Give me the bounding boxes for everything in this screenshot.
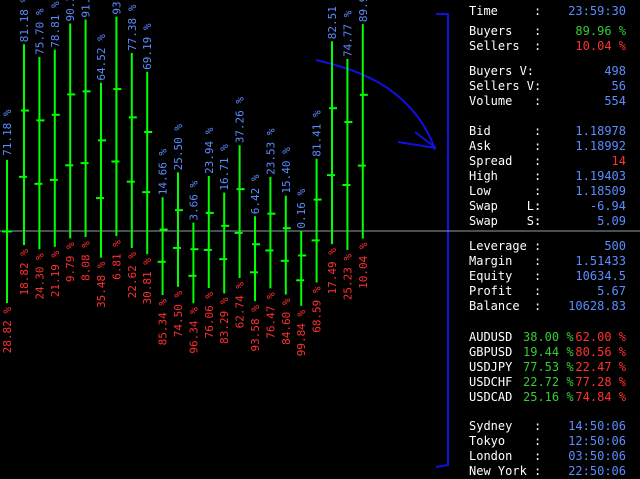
buyers-percent-label: 23.94 %	[203, 127, 216, 174]
sellers-percent-label: 18.82 %	[18, 249, 31, 296]
buyers-percent-label: 81.41 %	[311, 110, 324, 157]
sellers-percent-label: 96.34 %	[187, 307, 200, 354]
sellers-percent-label: 62.74 %	[234, 282, 247, 329]
sellers-percent-label: 84.60 %	[280, 298, 293, 345]
sellers-percent-label: 10.04 %	[357, 242, 370, 289]
sellers-percent-label: 17.49 %	[326, 248, 339, 295]
sellers-percent-label: 22.62 %	[126, 252, 139, 299]
sellers-percent-label: 24.30 %	[33, 253, 46, 300]
buyers-percent-label: 78.81 %	[49, 1, 62, 48]
sellers-percent-label: 30.81 %	[141, 258, 154, 305]
sellers-percent-label: 8.08 %	[80, 241, 93, 281]
buyers-percent-label: 3.66 %	[187, 180, 200, 220]
buyers-percent-label: 71.18 %	[1, 109, 14, 156]
buyers-percent-label: 74.77 %	[341, 10, 354, 57]
hand-drawn-annotation	[315, 13, 449, 468]
sellers-percent-label: 68.59 %	[311, 286, 324, 333]
sellers-percent-label: 83.29 %	[218, 297, 231, 344]
buyers-percent-label: 81.18 %	[18, 0, 31, 42]
buyers-percent-label: 15.40 %	[280, 147, 293, 194]
buyers-percent-label: 89.96 %	[357, 0, 370, 22]
buyers-percent-label: 0.16 %	[295, 189, 308, 229]
buyers-percent-label: 6.42 %	[249, 174, 262, 214]
buyers-percent-label: 14.66 %	[157, 149, 170, 196]
sellers-percent-label: 93.58 %	[249, 305, 262, 352]
sellers-percent-label: 74.50 %	[172, 290, 185, 337]
annotation-arrow-curve	[315, 59, 436, 151]
buyers-percent-label: 64.52 %	[95, 34, 108, 81]
sellers-percent-label: 6.81 %	[110, 240, 123, 280]
buyers-percent-label: 91.92 %	[80, 0, 93, 18]
buyers-percent-label: 23.53 %	[264, 128, 277, 175]
annotation-arrowhead	[397, 131, 437, 149]
buyers-percent-label: 25.50 %	[172, 124, 185, 171]
buyers-percent-label: 37.26 %	[234, 97, 247, 144]
sellers-percent-label: 35.48 %	[95, 261, 108, 308]
buyers-percent-label: 93.19 %	[110, 0, 123, 15]
buyers-percent-label: 16.71 %	[218, 144, 231, 191]
sellers-percent-label: 85.34 %	[157, 299, 170, 346]
buyers-percent-label: 82.51 %	[326, 0, 339, 39]
sellers-percent-label: 21.19 %	[49, 251, 62, 298]
sellers-percent-label: 76.06 %	[203, 292, 216, 339]
annotation-bracket	[435, 13, 449, 468]
buyers-percent-label: 75.70 %	[33, 8, 46, 55]
sellers-percent-label: 76.47 %	[264, 292, 277, 339]
sellers-percent-label: 25.23 %	[341, 254, 354, 301]
sellers-percent-label: 99.84 %	[295, 310, 308, 357]
buyers-percent-label: 77.38 %	[126, 4, 139, 51]
sellers-percent-label: 28.82 %	[1, 307, 14, 354]
sellers-percent-label: 9.79 %	[64, 242, 77, 282]
buyers-percent-label: 90.21 %	[64, 0, 77, 22]
buyers-percent-label: 69.19 %	[141, 23, 154, 70]
